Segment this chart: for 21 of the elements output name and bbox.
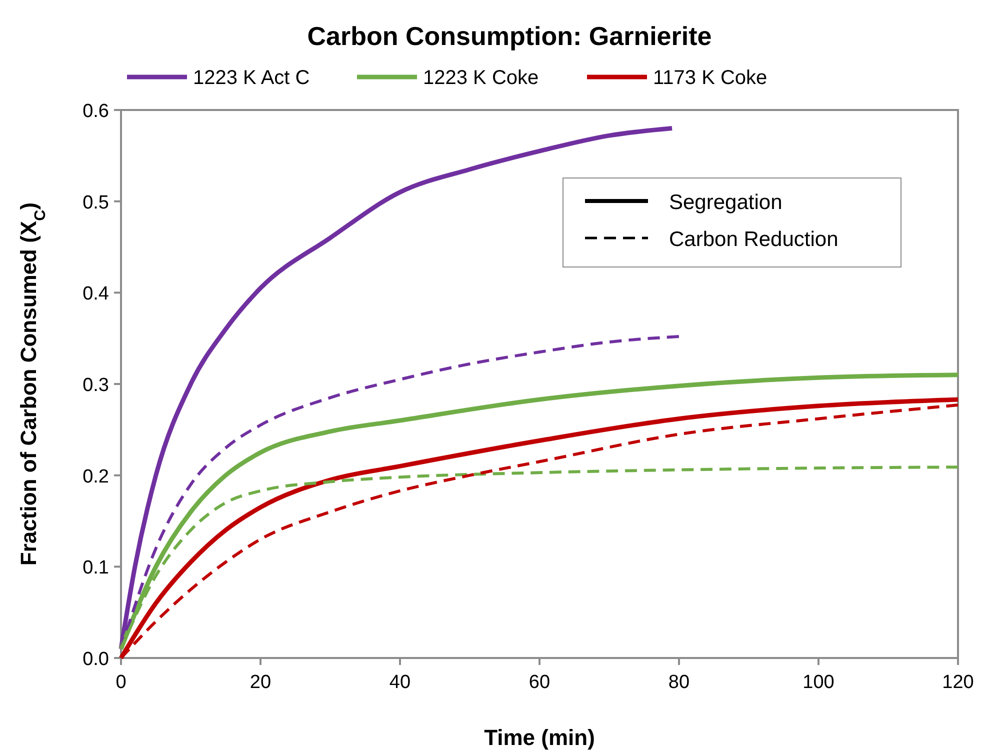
legend-label: 1223 K Coke xyxy=(423,67,539,89)
x-axis-title: Time (min) xyxy=(484,725,595,750)
x-tick-label: 100 xyxy=(802,672,834,693)
y-tick-label: 0.3 xyxy=(82,375,109,396)
annotation: Segregation xyxy=(669,191,782,214)
x-tick-label: 0 xyxy=(116,672,126,693)
y-tick-label: 0.2 xyxy=(82,466,109,488)
x-tick-label: 80 xyxy=(668,672,690,693)
x-tick-label: 120 xyxy=(942,672,974,693)
legend-label: 1173 K Coke xyxy=(653,67,768,89)
annotation: Carbon Reduction xyxy=(669,228,838,251)
chart-title: Carbon Consumption: Garnierite xyxy=(307,21,712,51)
y-tick-label: 0.4 xyxy=(82,284,110,305)
legend-label: 1223 K Act C xyxy=(193,67,310,89)
x-tick-label: 20 xyxy=(250,672,272,693)
x-tick-label: 40 xyxy=(389,672,411,693)
y-tick-label: 0.0 xyxy=(82,649,109,670)
y-tick-label: 0.1 xyxy=(82,558,109,579)
y-tick-label: 0.5 xyxy=(82,192,109,214)
y-tick-label: 0.6 xyxy=(82,101,109,122)
x-tick-label: 60 xyxy=(528,672,550,693)
